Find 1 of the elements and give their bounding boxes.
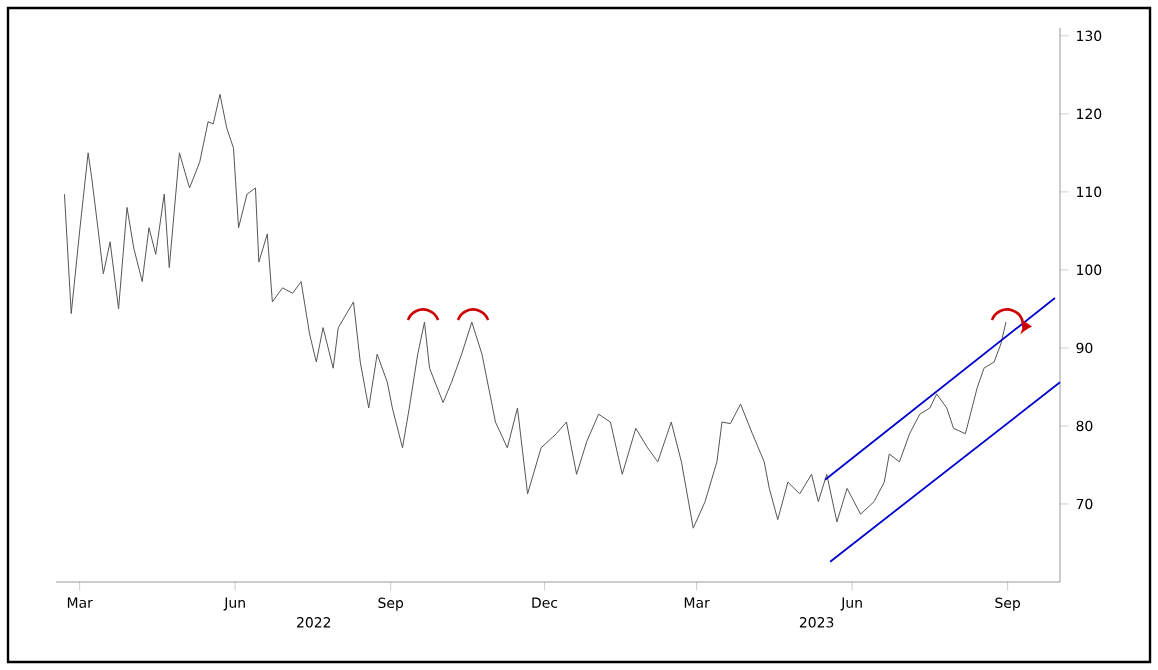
line-series: [63, 93, 1007, 529]
